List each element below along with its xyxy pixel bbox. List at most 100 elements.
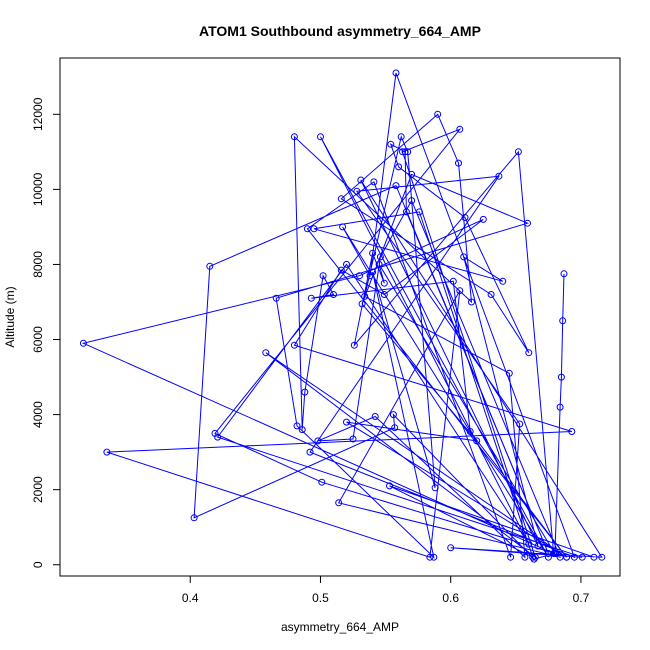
data-point: [319, 272, 327, 280]
data-point: [290, 341, 298, 349]
data-point: [556, 403, 564, 411]
data-point: [570, 553, 578, 561]
data-point: [290, 133, 298, 141]
data-point: [430, 553, 438, 561]
data-point: [272, 294, 280, 302]
data-point: [343, 418, 350, 426]
data-point: [530, 555, 538, 563]
data-point: [525, 540, 533, 548]
data-point: [343, 260, 350, 268]
y-tick-label: 6000: [31, 326, 45, 353]
data-point: [456, 125, 464, 133]
data-point: [521, 553, 529, 561]
data-point: [479, 215, 487, 223]
data-point: [568, 428, 576, 435]
data-point: [337, 195, 345, 203]
data-point: [473, 437, 481, 445]
data-point: [401, 148, 409, 156]
data-point: [408, 170, 416, 178]
data-point: [557, 373, 565, 381]
data-point: [190, 514, 198, 522]
data-point: [357, 176, 365, 184]
data-point: [499, 277, 507, 285]
data-point: [314, 437, 322, 445]
data-point: [598, 553, 606, 561]
data-point: [544, 553, 552, 561]
data-point: [206, 262, 214, 270]
data-point: [468, 298, 475, 306]
data-point: [449, 277, 457, 285]
data-point: [303, 225, 311, 233]
data-point: [431, 484, 439, 492]
data-point: [330, 291, 337, 298]
data-point: [456, 287, 464, 295]
data-point: [524, 219, 531, 227]
y-tick-label: 2000: [31, 476, 45, 503]
x-tick-label: 0.5: [312, 591, 329, 605]
data-point: [397, 133, 405, 141]
data-point: [514, 148, 522, 156]
data-point: [590, 553, 598, 561]
y-tick-label: 10000: [31, 172, 45, 206]
y-tick-label: 8000: [31, 251, 45, 278]
data-point: [516, 420, 524, 428]
data-point: [214, 433, 222, 441]
data-point: [371, 413, 379, 420]
data-point: [298, 426, 306, 434]
data-point: [404, 148, 412, 156]
data-point: [380, 291, 388, 298]
data-point: [392, 182, 400, 190]
data-point: [293, 422, 301, 430]
data-point: [317, 133, 324, 141]
data-point: [460, 253, 468, 261]
data-point: [335, 499, 343, 507]
data-point: [310, 225, 318, 233]
y-tick-label: 0: [31, 561, 45, 568]
data-point: [349, 435, 357, 443]
data-point: [391, 424, 399, 432]
data-point: [358, 300, 366, 308]
data-point: [426, 553, 434, 561]
y-tick-label: 4000: [31, 401, 45, 428]
series-0-line: [81, 72, 603, 560]
data-point: [376, 253, 384, 261]
data-point: [495, 172, 503, 180]
x-axis-label: asymmetry_664_AMP: [281, 620, 399, 634]
x-tick-label: 0.7: [573, 591, 590, 605]
data-point: [350, 341, 358, 349]
data-point: [262, 349, 270, 357]
data-point: [395, 163, 403, 171]
y-tick-label: 12000: [31, 97, 45, 131]
data-point: [529, 553, 537, 561]
data-point: [339, 223, 347, 231]
data-point: [534, 542, 542, 550]
data-point: [399, 148, 406, 156]
data-point: [531, 553, 539, 561]
x-axis: 0.4 0.5 0.6 0.7: [182, 575, 590, 605]
data-point: [370, 178, 378, 186]
data-point: [525, 349, 533, 357]
data-point: [563, 553, 571, 561]
data-point: [366, 272, 374, 280]
data-point: [356, 272, 363, 280]
data-point: [408, 197, 416, 205]
data-point: [380, 279, 388, 287]
data-point: [306, 448, 314, 456]
data-point: [578, 553, 586, 561]
data-point: [402, 208, 410, 216]
chart-title: ATOM1 Southbound asymmetry_664_AMP: [199, 23, 481, 39]
data-point: [455, 159, 462, 167]
series-lines: [81, 72, 603, 560]
x-tick-label: 0.6: [442, 591, 459, 605]
data-point: [337, 266, 345, 274]
x-tick-label: 0.4: [182, 591, 199, 605]
data-point: [361, 292, 369, 300]
data-point: [466, 428, 474, 435]
data-point: [415, 208, 423, 216]
data-point: [434, 110, 442, 118]
data-point: [301, 388, 309, 396]
data-point: [389, 411, 397, 419]
data-point: [369, 249, 377, 257]
data-point: [103, 448, 111, 456]
